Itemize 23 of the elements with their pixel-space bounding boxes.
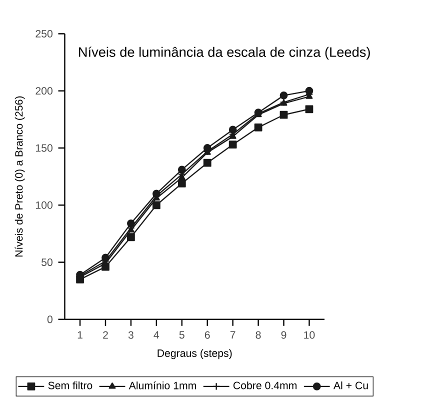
- x-tick-label: 2: [103, 331, 108, 338]
- x-tick-label: 4: [154, 331, 160, 338]
- x-tick-label: 10: [304, 331, 315, 339]
- x-tick-label: 6: [204, 331, 210, 339]
- y-tick-label: 50: [42, 258, 52, 266]
- y-tick-label: 200: [36, 86, 52, 94]
- y-tick-label: 150: [36, 144, 52, 152]
- y-tick-label: 100: [36, 201, 52, 209]
- x-tick-label: 5: [179, 331, 184, 338]
- y-tick-label: 250: [36, 30, 52, 38]
- legend-label: Cobre 0.4mm: [233, 381, 297, 390]
- y-tick-label: 0: [47, 315, 52, 323]
- y-axis-title: Níveis de Preto (0) a Branco (256): [14, 96, 25, 256]
- x-tick-label: 8: [256, 331, 261, 339]
- x-tick-label: 7: [230, 331, 236, 338]
- legend-label: Alumínio 1mm: [128, 381, 196, 390]
- x-tick-label: 3: [128, 331, 134, 339]
- x-axis-title: Degraus (steps): [158, 348, 232, 359]
- legend-label: Sem filtro: [48, 381, 92, 390]
- x-tick-label: 9: [281, 331, 286, 339]
- text: Níveis de luminância da escala de cinza (Leeds): [79, 46, 370, 60]
- x-tick-label: 1: [78, 331, 82, 338]
- legend-label: Al + Cu: [333, 381, 368, 390]
